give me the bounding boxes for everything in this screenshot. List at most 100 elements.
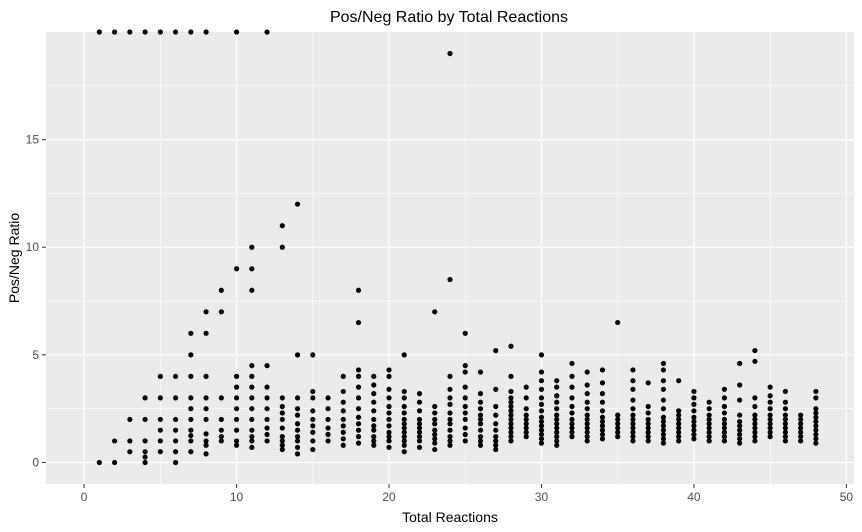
data-point [706,434,712,440]
data-point [447,410,453,416]
data-point [355,427,362,433]
data-point [584,412,590,418]
data-point [233,442,240,448]
data-point [706,412,712,418]
data-point [584,434,590,440]
data-point [310,408,316,414]
data-point [371,434,377,440]
data-point [386,416,392,423]
data-point [691,408,697,414]
data-point [386,429,392,435]
data-point [310,395,316,401]
data-point [813,436,819,442]
data-point [432,421,438,427]
data-point [599,408,606,414]
data-point [645,425,651,431]
data-point [691,427,697,433]
data-point [264,406,270,412]
data-point [584,391,590,397]
data-point [447,386,453,392]
data-point [249,266,255,272]
data-point [218,427,224,433]
data-point [508,421,514,427]
data-point [462,330,468,336]
data-point [188,330,194,336]
data-point [599,399,606,405]
data-point [645,434,651,440]
data-point [645,380,651,386]
data-point [447,395,453,401]
data-point [477,438,484,444]
data-point [493,386,499,392]
data-point [96,459,102,466]
data-point [462,395,468,401]
data-point [599,414,606,420]
data-point [218,309,224,315]
data-point [355,414,362,420]
data-point [294,438,301,444]
data-point [645,403,651,410]
data-point [721,438,728,444]
data-point [523,406,529,412]
data-point [477,369,484,375]
data-point [508,399,514,405]
data-point [569,434,575,440]
x-tick-label: 0 [81,490,88,504]
data-point [249,406,255,412]
data-point [249,363,255,369]
data-point [157,416,163,423]
data-point [782,438,788,444]
minor-gridlines [46,32,854,484]
data-point [462,403,468,410]
data-point [615,416,621,423]
data-point [462,425,468,431]
data-point [660,423,667,429]
data-point [462,369,468,375]
data-point [447,434,453,440]
data-point [737,436,743,442]
data-point [721,403,728,410]
data-point [508,373,514,379]
data-point [386,386,392,392]
data-point [737,397,743,403]
data-point [813,410,819,416]
data-point [676,425,682,431]
data-point [813,388,819,395]
data-point [523,412,529,418]
data-point [203,309,209,315]
data-point [157,438,163,444]
data-point [371,391,377,397]
x-tick-label: 50 [840,490,854,504]
data-point [752,347,758,354]
data-point [630,412,636,418]
data-point [477,406,484,412]
data-point [340,399,346,405]
data-point [401,352,407,358]
data-point [432,427,438,433]
data-point [172,416,179,423]
data-point [538,431,545,438]
data-point [813,440,819,446]
data-point [112,438,118,444]
data-point [416,438,423,444]
data-point [249,444,255,451]
data-point [737,418,743,425]
data-point [264,363,270,369]
data-point [325,416,331,423]
data-point [813,427,819,433]
data-point [645,416,651,423]
data-point [203,330,209,336]
data-point [172,459,179,466]
data-point [432,410,438,416]
data-point [599,418,606,425]
data-point [172,427,179,433]
data-point [249,434,255,440]
data-point [279,438,285,444]
data-point [416,444,423,451]
data-point [508,395,514,401]
data-point [554,442,560,448]
data-point [462,384,468,390]
data-point [660,397,667,403]
data-point [142,395,148,401]
data-point [584,416,590,423]
